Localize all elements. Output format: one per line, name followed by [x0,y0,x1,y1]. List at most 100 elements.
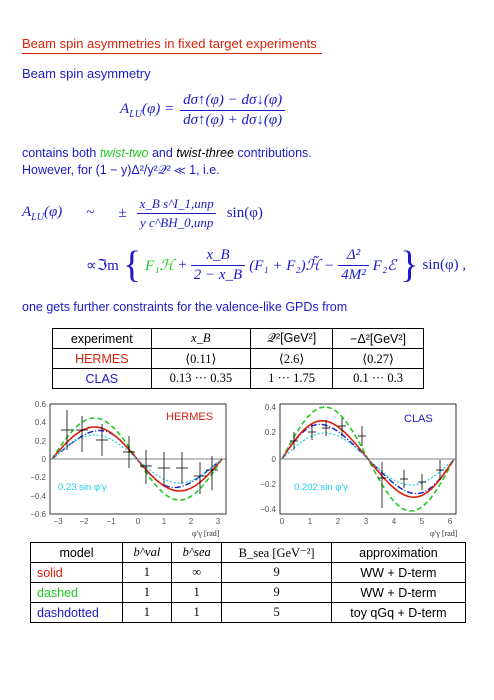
eq2-sim: ~ [86,205,95,221]
table-row: dashdotted 1 1 5 toy qGq + D-term [30,602,467,623]
eq1-numerator: dσ↑(φ) − dσ↓(φ) [183,92,283,108]
clas-plot: 0.4 0.2 0 −0.2 −0.4 0 1 2 3 4 5 6 CLAS 0… [260,403,458,538]
eq2-fraction: x_B s^I_1,unp y c^BH_0,unp [136,196,217,231]
clas-label: CLAS [404,413,433,425]
eq3-fraction2: Δ² 4M² [338,247,369,284]
clas-xtick: 2 [336,517,341,526]
twist-three-label: twist-three [176,146,234,160]
clas-ytick: 0.4 [265,403,277,412]
hermes-xtick: 0 [136,517,141,526]
clas-xtick: 6 [448,517,453,526]
hermes-xtick: −1 [106,517,116,526]
table-cell: ⟨2.6⟩ [250,348,334,369]
table-cell: 9 [221,562,332,583]
table-cell: WW + D-term [330,582,467,603]
left-brace: { [122,244,142,286]
eq1-lhs-sub: LU [129,109,142,120]
experiments-table: experiment x_B 𝒬²[GeV²] −Δ²[GeV²] HERMES… [52,328,424,389]
table-cell: 1 [170,602,223,623]
eq3-after: sin(φ) , [422,256,467,273]
page-title: Beam spin asymmetries in fixed target ex… [22,36,317,51]
hermes-plot: 0.6 0.4 0.2 0 −0.2 −0.4 −0.6 −3 −2 −1 0 … [30,400,227,538]
eq2-pm: ± [118,205,127,221]
clas-xtick: 1 [308,517,313,526]
clas-fit-curve [281,432,455,486]
clas-xlabel: φ′γ [rad] [430,529,458,538]
eq1-arg: (φ) = [141,101,175,117]
eq3-frac-den: 2 − x_B [190,264,246,284]
equation-asymmetry-definition: ALU(φ) = dσ↑(φ) − dσ↓(φ) dσ↑(φ) + dσ↓(φ) [120,92,286,129]
model-solid: solid [30,562,123,583]
eq3-frac2-den: 4M² [338,264,369,284]
table-header-cell: model [30,542,123,563]
table-cell: 1 [121,582,172,603]
clas-xtick: 5 [420,517,425,526]
hermes-ytick: 0.6 [35,400,47,409]
table-header-cell: 𝒬²[GeV²] [250,328,334,349]
table-header-cell: b^sea [170,542,223,563]
clas-ytick: 0.2 [265,428,277,437]
hermes-solid-curve [51,426,223,492]
eq2-lhs-sub: LU [31,212,44,223]
table-cell: WW + D-term [330,562,467,583]
eq2-lhs: A [22,204,32,220]
table-header-cell: experiment [52,328,152,349]
hermes-xtick: 2 [189,517,194,526]
experiment-hermes: HERMES [52,348,152,369]
paragraph-contributions: contains both twist-two and twist-three … [22,146,312,160]
table-header-row: model b^val b^sea B_sea [GeV⁻²] approxim… [30,542,467,563]
clas-ytick: −0.4 [260,505,276,514]
table-header-row: experiment x_B 𝒬²[GeV²] −Δ²[GeV²] [52,328,424,349]
table-cell: ⟨0.11⟩ [150,348,252,369]
table-cell: 1 [170,582,223,603]
eq2-denominator: y c^BH_0,unp [136,213,217,231]
model-dashdotted: dashdotted [30,602,123,623]
table-row: HERMES ⟨0.11⟩ ⟨2.6⟩ ⟨0.27⟩ [52,348,424,369]
hermes-ytick: 0.4 [35,418,47,427]
eq3-tail: F₂ℰ [372,257,397,274]
table-cell: ⟨0.27⟩ [332,348,424,369]
hermes-label: HERMES [166,411,213,423]
table-row: CLAS 0.13 ··· 0.35 1 ··· 1.75 0.1 ··· 0.… [52,368,424,389]
eq1-fraction: dσ↑(φ) − dσ↓(φ) dσ↑(φ) + dσ↓(φ) [180,92,286,129]
hermes-ytick: −0.2 [30,473,46,482]
table-cell: 1 [121,562,172,583]
table-header-cell: b^val [121,542,172,563]
clas-fit-label: 0.202 sin φ′γ [294,482,348,493]
clas-data-points [290,418,444,508]
equation-gpd-combination: ∝ℑm { F₁ℋ + x_B 2 − x_B (F₁ + F₂)ℋ̃ − Δ²… [86,246,466,284]
eq2-numerator: x_B s^I_1,unp [139,196,214,211]
eq3-frac-num: x_B [206,246,230,263]
eq2-arg: (φ) [43,204,63,220]
hermes-xtick: 1 [162,517,167,526]
subtitle: Beam spin asymmetry [22,66,151,81]
hermes-dashdotted-curve [51,429,223,489]
hermes-ytick: −0.4 [30,492,46,501]
constraints-text: one gets further constraints for the val… [22,300,348,314]
table-cell: 1 [121,602,172,623]
paragraph-condition: However, for (1 − y)Δ²/y²𝒬² ≪ 1, i.e. [22,163,220,177]
hermes-ytick: −0.6 [30,510,46,519]
eq1-lhs: A [120,101,130,117]
equation-asymmetry-approx: ALU(φ) ~ ± x_B s^I_1,unp y c^BH_0,unp si… [22,196,263,231]
clas-ytick: 0 [272,455,277,464]
table-cell: toy qGq + D-term [330,602,467,623]
table-header-cell: B_sea [GeV⁻²] [221,542,332,563]
twist-two-label: twist-two [99,146,149,160]
para1-post: contributions. [233,146,312,160]
eq3-mid: (F₁ + F₂)ℋ̃ − [249,257,335,274]
para1-mid: and [148,146,177,160]
clas-ytick: −0.2 [260,480,276,489]
table-cell: ∞ [170,562,223,583]
eq3-plus: + [178,256,187,273]
table-cell: 9 [221,582,332,603]
hermes-xtick: 3 [216,517,221,526]
eq3-frac2-num: Δ² [346,246,361,263]
clas-solid-curve [281,419,455,499]
hermes-ytick: 0 [42,455,47,464]
title-underline [22,53,322,54]
right-brace: } [400,244,419,286]
table-row: solid 1 ∞ 9 WW + D-term [30,562,467,583]
table-header-cell: approximation [330,542,467,563]
eq3-fraction1: x_B 2 − x_B [190,246,246,284]
